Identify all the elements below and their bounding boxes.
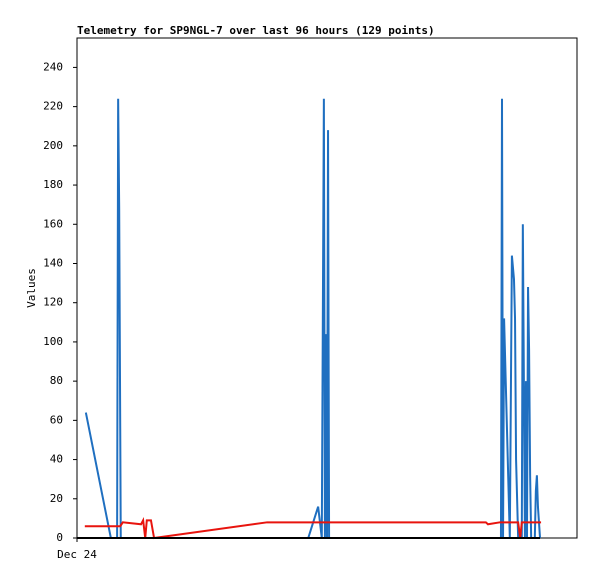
y-tick-label: 20 (50, 492, 63, 505)
x-tick-label: Dec 24 (57, 548, 97, 561)
series-line (84, 98, 542, 539)
series-line (84, 517, 542, 540)
y-tick-label: 240 (43, 60, 63, 73)
y-tick-label: 140 (43, 256, 63, 269)
y-tick-label: 80 (50, 374, 63, 387)
y-tick-label: 120 (43, 296, 63, 309)
y-tick-label: 200 (43, 139, 63, 152)
y-tick-label: 60 (50, 413, 63, 426)
y-tick-label: 160 (43, 217, 63, 230)
y-tick-label: 100 (43, 335, 63, 348)
chart-title: Telemetry for SP9NGL-7 over last 96 hour… (77, 24, 435, 37)
y-tick-label: 40 (50, 453, 63, 466)
y-tick-label: 220 (43, 100, 63, 113)
y-tick-label: 0 (56, 531, 63, 544)
y-axis-label: Values (25, 268, 38, 308)
y-tick-label: 180 (43, 178, 63, 191)
